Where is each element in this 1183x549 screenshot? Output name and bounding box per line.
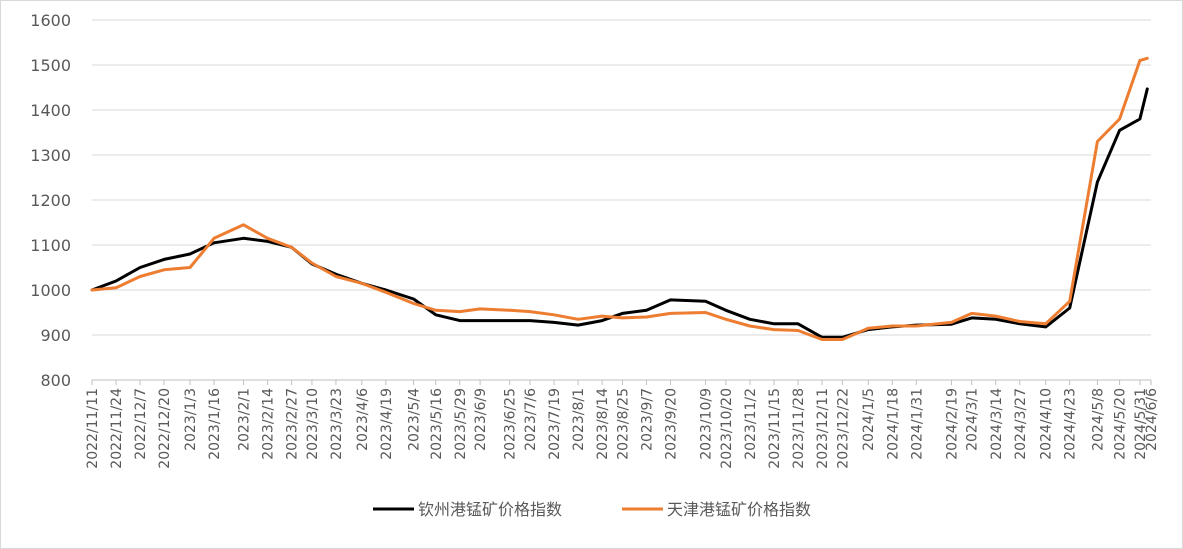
- x-tick-label: 2022/12/20: [157, 388, 173, 469]
- x-tick-label: 2024/3/14: [989, 388, 1005, 460]
- x-tick-label: 2024/6/6: [1144, 388, 1160, 451]
- y-axis: 800 900 1000 1100 1200 1300 1400 1500 1600: [30, 11, 71, 390]
- y-tick-label: 1000: [30, 281, 71, 300]
- y-tick-label: 800: [40, 371, 71, 390]
- x-tick-label: 2023/4/6: [355, 388, 371, 451]
- series-line-2: [90, 56, 1149, 341]
- legend-label-2: 天津港锰矿价格指数: [667, 500, 811, 519]
- x-tick-label: 2024/4/23: [1063, 388, 1079, 460]
- x-tick-label: 2023/3/10: [305, 388, 321, 460]
- x-tick-label: 2024/3/27: [1013, 388, 1029, 460]
- y-tick-label: 1100: [30, 236, 71, 255]
- x-tick-label: 2022/11/24: [109, 388, 125, 469]
- x-tick-label: 2023/8/25: [615, 388, 631, 460]
- x-tick-label: 2023/8/1: [571, 388, 587, 451]
- x-tick-label: 2023/9/20: [663, 388, 679, 460]
- x-tick-label: 2023/1/3: [183, 388, 199, 451]
- x-tick-label: 2024/3/1: [965, 388, 981, 451]
- x-tick-label: 2023/11/2: [743, 388, 759, 460]
- x-tick-label: 2023/6/9: [473, 388, 489, 451]
- x-axis: 2022/11/11 2022/11/24 2022/12/7 2022/12/20 2…: [85, 379, 1160, 469]
- x-tick-label: 2023/2/1: [237, 388, 253, 451]
- x-tick-label: 2023/2/14: [261, 388, 277, 460]
- x-tick-label: 2023/9/7: [639, 388, 655, 451]
- x-tick-label: 2023/10/9: [699, 388, 715, 460]
- x-tick-label: 2023/5/16: [429, 388, 445, 460]
- y-tick-label: 1500: [30, 56, 71, 75]
- x-tick-label: 2024/4/10: [1039, 388, 1055, 460]
- y-tick-label: 1300: [30, 146, 71, 165]
- x-tick-label: 2023/5/29: [453, 388, 469, 460]
- x-tick-label: 2022/11/11: [85, 388, 101, 469]
- x-tick-label: 2024/5/31: [1133, 388, 1149, 460]
- x-tick-label: 2023/5/4: [407, 388, 423, 451]
- y-tick-label: 900: [40, 326, 71, 345]
- x-tick-label: 2023/12/11: [815, 388, 831, 469]
- x-tick-label: 2024/5/8: [1090, 388, 1106, 451]
- x-tick-label: 2023/7/19: [547, 388, 563, 460]
- x-tick-label: 2023/2/27: [285, 388, 301, 460]
- legend: 钦州港锰矿价格指数 天津港锰矿价格指数: [373, 500, 811, 519]
- x-tick-label: 2023/4/19: [379, 388, 395, 460]
- x-tick-label: 2023/11/28: [791, 388, 807, 469]
- series-lines: [90, 56, 1149, 341]
- x-tick-label: 2023/11/15: [767, 388, 783, 469]
- x-tick-label: 2024/5/20: [1113, 388, 1129, 460]
- x-tick-label: 2023/12/22: [835, 388, 851, 469]
- x-tick-label: 2023/1/16: [207, 388, 223, 460]
- x-tick-label: 2024/1/5: [861, 388, 877, 451]
- x-tick-label: 2023/3/23: [329, 388, 345, 460]
- x-tick-label: 2023/6/25: [503, 388, 519, 460]
- x-tick-label: 2023/10/20: [719, 388, 735, 469]
- y-tick-label: 1600: [30, 11, 71, 30]
- y-tick-label: 1200: [30, 191, 71, 210]
- series-line-1: [90, 87, 1149, 339]
- x-tick-label: 2024/1/31: [909, 388, 925, 460]
- x-tick-label: 2024/2/19: [944, 388, 960, 460]
- legend-label-1: 钦州港锰矿价格指数: [418, 500, 562, 519]
- x-tick-label: 2023/7/6: [523, 388, 539, 451]
- gridlines: [92, 19, 1151, 336]
- x-tick-label: 2022/12/7: [133, 388, 149, 460]
- x-tick-label: 2024/1/18: [885, 388, 901, 460]
- y-tick-label: 1400: [30, 101, 71, 120]
- x-tick-label: 2023/8/14: [595, 388, 611, 460]
